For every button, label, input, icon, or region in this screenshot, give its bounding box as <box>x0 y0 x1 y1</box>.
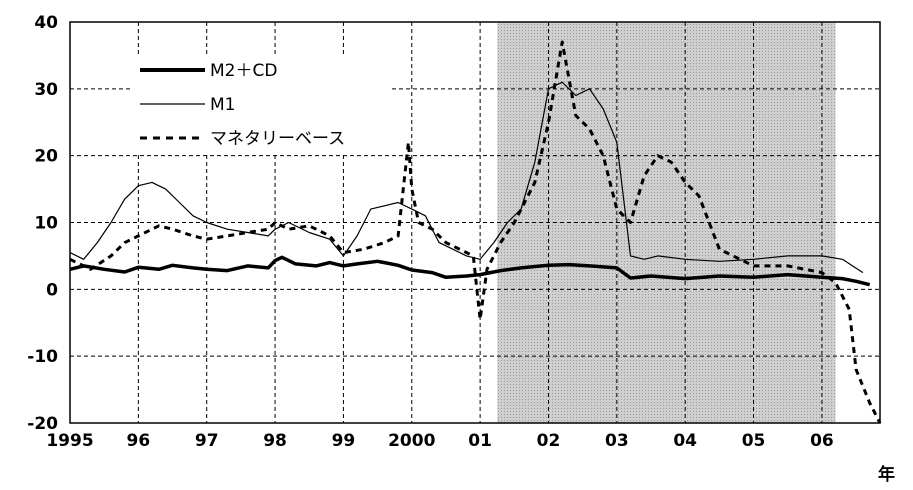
y-tick-label: 0 <box>46 280 58 300</box>
legend-label-m2cd: M2＋CD <box>210 61 277 81</box>
x-tick-label: 96 <box>127 431 151 451</box>
series-line-monetary-base <box>69 40 882 424</box>
x-axis-unit-label: 年 <box>878 464 895 485</box>
x-tick-label: 03 <box>605 431 629 451</box>
y-tick-label: 40 <box>34 13 58 33</box>
y-tick-label: -10 <box>27 347 58 367</box>
x-tick-label: 98 <box>263 431 287 451</box>
x-tick-label: 2000 <box>388 431 435 451</box>
y-tick-label: 20 <box>34 147 58 167</box>
x-tick-label: 01 <box>468 431 492 451</box>
y-tick-label: 10 <box>34 214 58 234</box>
y-tick-label: 30 <box>34 80 58 100</box>
legend-label-monetary-base: マネタリーベース <box>210 129 345 149</box>
x-tick-label: 06 <box>810 431 834 451</box>
series-line-m1 <box>69 81 864 274</box>
x-tick-label: 97 <box>195 431 219 451</box>
x-tick-label: 1995 <box>46 431 93 451</box>
x-tick-label: 04 <box>673 431 697 451</box>
series-line-m2cd <box>69 255 871 287</box>
legend-label-m1: M1 <box>210 95 235 115</box>
plot-frame <box>69 21 881 424</box>
x-tick-label: 02 <box>537 431 561 451</box>
y-tick-label: -20 <box>27 414 58 434</box>
x-tick-label: 99 <box>332 431 356 451</box>
x-tick-label: 05 <box>742 431 766 451</box>
